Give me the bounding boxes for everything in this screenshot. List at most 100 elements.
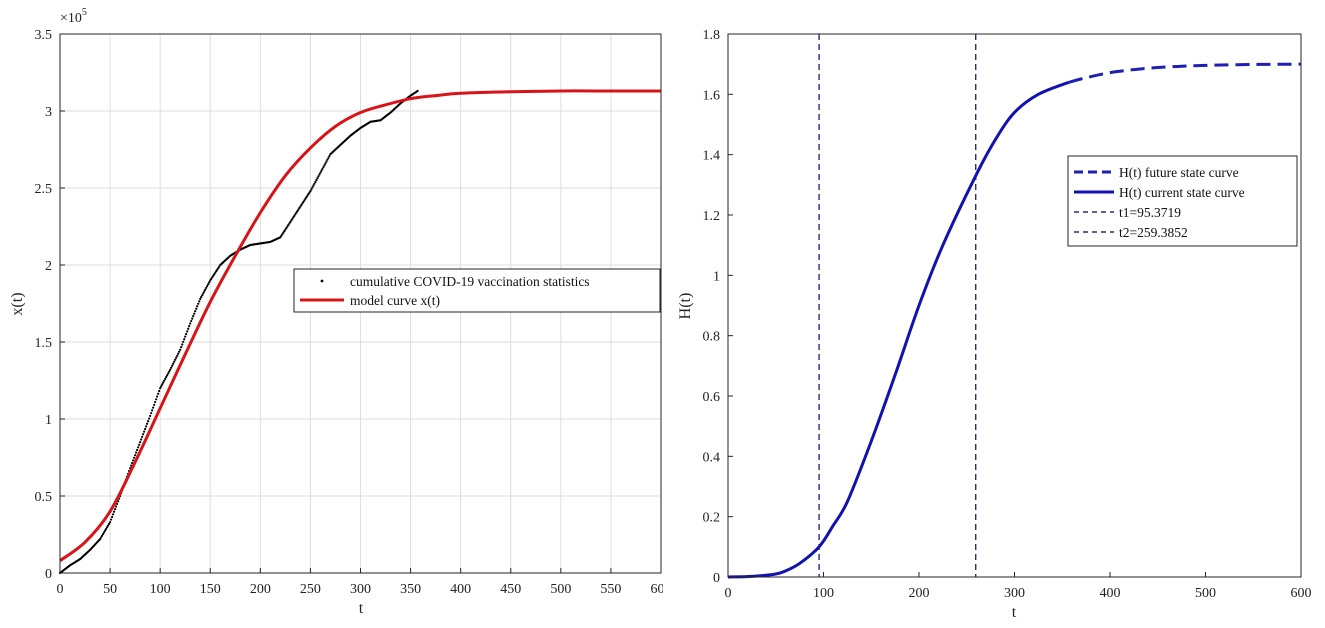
y-tick-label: 0.2: [703, 511, 721, 526]
x-tick-label: 400: [1100, 586, 1121, 601]
data-point: [320, 169, 323, 172]
data-point: [328, 154, 331, 158]
data-point: [110, 515, 114, 519]
left-chart: 0 50 100 150 200 250 300 350 400 450 500 550 600 0 0.5…: [9, 7, 664, 617]
data-point: [140, 438, 143, 441]
x-tick-label: 500: [550, 582, 571, 597]
data-point: [326, 158, 329, 161]
data-point: [148, 417, 151, 420]
x-tick-label: 200: [909, 586, 930, 601]
data-point: [173, 360, 176, 363]
data-point: [137, 446, 140, 449]
data-point: [201, 294, 204, 297]
data-point: [187, 327, 190, 330]
data-point: [153, 403, 156, 406]
data-point: [185, 332, 188, 336]
x-tick-label: 550: [600, 582, 621, 597]
data-point: [134, 454, 137, 457]
data-point: [178, 350, 181, 353]
data-point: [150, 412, 153, 415]
data-point: [166, 374, 169, 377]
data-point: [190, 319, 193, 323]
x-tick-label: 0: [57, 582, 64, 597]
series-line: [1068, 62, 1302, 84]
y-axis-label: x(t): [9, 292, 26, 315]
x-tick-label: 300: [1004, 586, 1025, 601]
data-point: [141, 435, 144, 438]
y-tick-label: 0.5: [35, 490, 53, 505]
data-point: [174, 358, 177, 361]
data-point: [198, 300, 201, 303]
data-point: [315, 178, 318, 182]
data-point: [208, 281, 211, 284]
y-tick-label: 2: [45, 259, 52, 274]
x-tick-label: 250: [300, 582, 321, 597]
data-point: [155, 398, 158, 401]
data-point: [186, 330, 189, 333]
data-point: [139, 441, 142, 444]
plot-frame: [59, 33, 662, 574]
data-point: [142, 433, 145, 436]
data-point: [112, 510, 116, 513]
data-point: [193, 312, 196, 315]
data-point: [172, 362, 175, 365]
legend-label-model: model curve x(t): [350, 293, 440, 308]
y-tick-label: 1: [45, 413, 52, 428]
y-tick-label: 0: [713, 571, 720, 586]
legend-label-current: H(t) current state curve: [1119, 185, 1245, 200]
y-tick-label: 1.2: [703, 209, 721, 224]
data-point: [313, 182, 316, 185]
data-point: [316, 177, 319, 180]
data-point: [194, 310, 197, 313]
x-tick-label: 400: [450, 582, 471, 597]
data-point: [181, 343, 184, 346]
y-tick-label: 0.8: [703, 330, 721, 345]
data-point: [205, 286, 208, 289]
legend: H(t) future state curve H(t) current sta…: [1067, 155, 1298, 247]
legend-label-future: H(t) future state curve: [1119, 165, 1239, 180]
data-point: [157, 392, 160, 395]
data-point: [176, 354, 179, 357]
data-point: [106, 524, 110, 527]
data-point: [102, 531, 106, 534]
x-tick-label: 600: [1291, 586, 1312, 601]
data-point: [206, 284, 209, 288]
series-line: [59, 89, 661, 562]
data-point: [207, 282, 210, 286]
right-chart: 0 100 200 300 400 500 600 0 0.2 0.4 0.6 0.8 1 1.2 1.4 1…: [677, 28, 1312, 621]
data-point: [188, 325, 191, 328]
x-tick-label: 0: [725, 586, 732, 601]
y-tick-label: 1.8: [703, 28, 721, 43]
y-tick-label: 3: [45, 105, 52, 120]
data-point: [98, 538, 102, 541]
x-tick-label: 100: [150, 582, 171, 597]
x-tick-label: 50: [103, 582, 117, 597]
data-point: [103, 529, 107, 532]
data-point: [152, 406, 155, 409]
data-point: [324, 162, 327, 165]
data-point: [168, 370, 171, 373]
data-point: [101, 532, 105, 536]
data-point: [323, 164, 326, 167]
data-point: [151, 409, 154, 412]
data-point: [160, 385, 163, 388]
data-point: [195, 307, 198, 310]
data-point: [144, 427, 147, 431]
x-tick-label: 200: [250, 582, 271, 597]
data-point: [163, 379, 166, 382]
data-point: [138, 443, 141, 446]
y-tick-label: 0: [45, 567, 52, 582]
data-point: [159, 387, 162, 390]
x-tick-label: 600: [651, 582, 664, 597]
legend-label-t1: t1=95.3719: [1119, 205, 1181, 220]
data-point: [161, 383, 164, 386]
data-point: [203, 290, 206, 293]
data-point: [164, 377, 167, 381]
data-point: [135, 451, 138, 454]
x-axis-label: t: [359, 600, 364, 617]
legend-label-vaccination: cumulative COVID-19 vaccination statisti…: [350, 274, 590, 289]
data-point: [145, 425, 148, 428]
data-point: [177, 352, 180, 355]
data-point: [107, 522, 111, 525]
data-point: [182, 340, 185, 343]
